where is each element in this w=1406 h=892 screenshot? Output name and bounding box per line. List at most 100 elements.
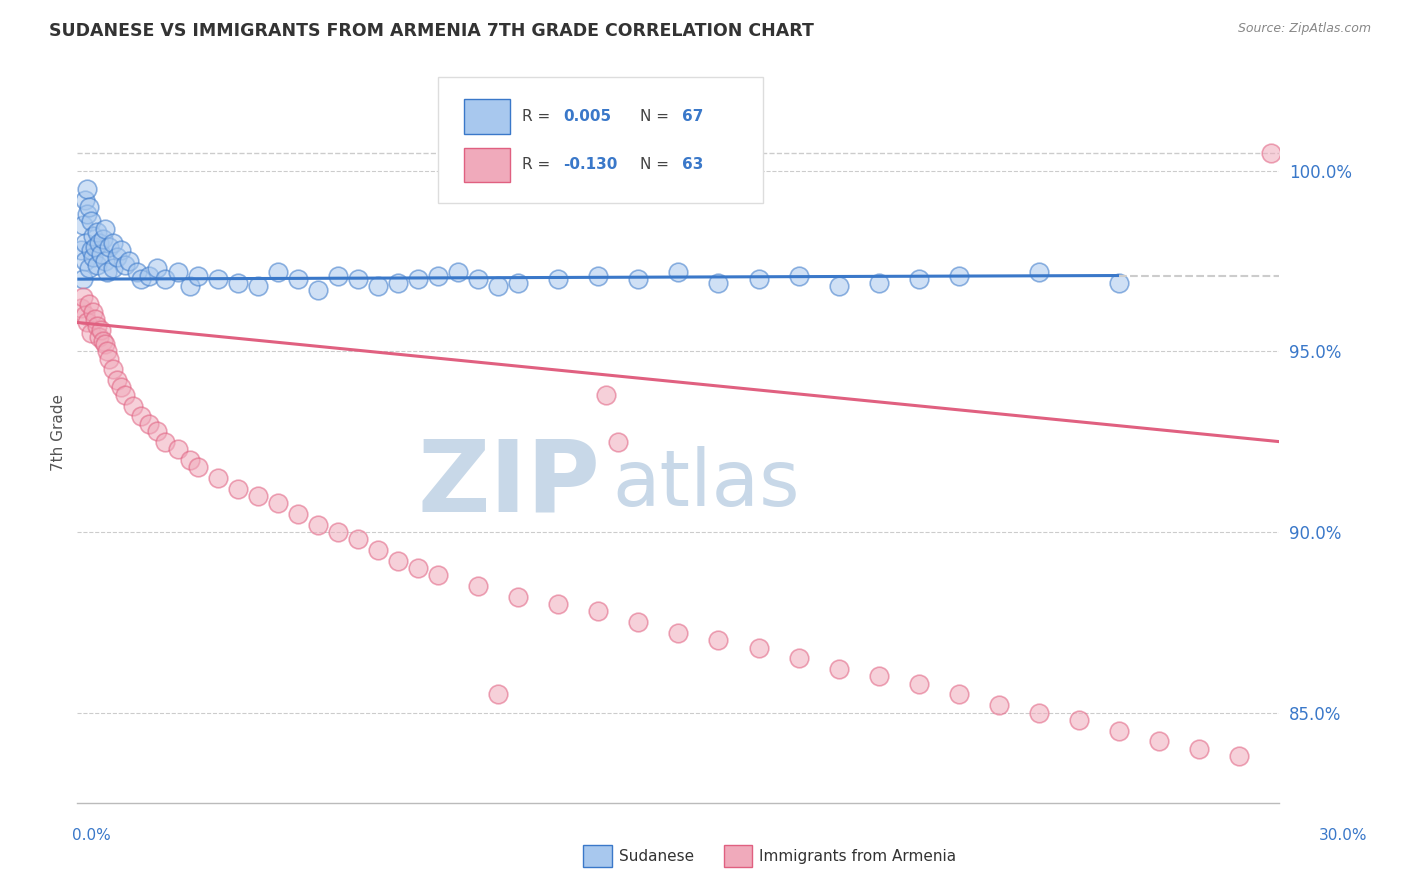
Point — [131, 409, 153, 424]
Point — [406, 272, 429, 286]
Point — [79, 297, 101, 311]
Point — [76, 182, 98, 196]
Point — [748, 640, 770, 655]
Point — [96, 344, 118, 359]
Point — [86, 319, 108, 334]
Point — [94, 254, 117, 268]
Point — [346, 532, 368, 546]
Point — [155, 272, 177, 286]
Point — [186, 459, 209, 474]
Point — [246, 489, 269, 503]
Text: Source: ZipAtlas.com: Source: ZipAtlas.com — [1237, 22, 1371, 36]
Point — [98, 239, 121, 253]
Point — [707, 276, 730, 290]
Point — [1028, 265, 1050, 279]
Point — [508, 276, 530, 290]
Point — [387, 554, 409, 568]
Point — [86, 225, 108, 239]
Point — [90, 323, 112, 337]
Point — [1188, 741, 1211, 756]
Point — [346, 272, 368, 286]
Point — [146, 424, 169, 438]
Point — [486, 279, 509, 293]
FancyBboxPatch shape — [464, 99, 510, 135]
Point — [427, 268, 450, 283]
Point — [948, 268, 970, 283]
Point — [94, 221, 117, 235]
Point — [595, 387, 617, 401]
Text: 0.005: 0.005 — [562, 109, 612, 124]
Point — [103, 235, 125, 250]
Text: 30.0%: 30.0% — [1319, 829, 1367, 843]
Point — [75, 235, 97, 250]
Point — [70, 301, 93, 315]
Point — [828, 662, 851, 676]
Point — [75, 254, 97, 268]
Point — [82, 228, 104, 243]
Text: Immigrants from Armenia: Immigrants from Armenia — [759, 849, 956, 863]
Point — [138, 417, 160, 431]
Point — [82, 304, 104, 318]
Text: atlas: atlas — [612, 446, 800, 523]
Point — [166, 442, 188, 456]
Point — [72, 272, 94, 286]
Point — [179, 452, 201, 467]
Point — [93, 334, 115, 348]
Text: SUDANESE VS IMMIGRANTS FROM ARMENIA 7TH GRADE CORRELATION CHART: SUDANESE VS IMMIGRANTS FROM ARMENIA 7TH … — [49, 22, 814, 40]
Point — [127, 265, 149, 279]
Point — [267, 496, 290, 510]
Point — [79, 200, 101, 214]
Point — [122, 399, 145, 413]
Point — [84, 311, 107, 326]
Point — [179, 279, 201, 293]
Text: N =: N = — [640, 109, 673, 124]
Point — [146, 261, 169, 276]
FancyBboxPatch shape — [439, 78, 762, 203]
Point — [707, 633, 730, 648]
Y-axis label: 7th Grade: 7th Grade — [51, 394, 66, 471]
Point — [70, 244, 93, 258]
Point — [89, 235, 111, 250]
Point — [748, 272, 770, 286]
Point — [89, 330, 111, 344]
Point — [467, 579, 489, 593]
Point — [988, 698, 1011, 713]
Point — [1069, 713, 1091, 727]
Point — [467, 272, 489, 286]
Text: 63: 63 — [682, 157, 703, 172]
Point — [246, 279, 269, 293]
Point — [207, 272, 229, 286]
Point — [131, 272, 153, 286]
Point — [427, 568, 450, 582]
Point — [75, 308, 97, 322]
Point — [908, 676, 931, 690]
Text: ZIP: ZIP — [418, 436, 600, 533]
Point — [367, 279, 389, 293]
Point — [1149, 734, 1171, 748]
Point — [627, 272, 650, 286]
Point — [155, 434, 177, 449]
Point — [114, 387, 136, 401]
Point — [787, 268, 810, 283]
Point — [103, 362, 125, 376]
Point — [226, 276, 249, 290]
Point — [93, 232, 115, 246]
Text: 67: 67 — [682, 109, 703, 124]
Point — [107, 373, 129, 387]
Point — [86, 258, 108, 272]
Point — [79, 261, 101, 276]
Text: R =: R = — [522, 157, 555, 172]
Point — [668, 265, 690, 279]
Point — [72, 290, 94, 304]
Point — [96, 265, 118, 279]
Point — [287, 272, 309, 286]
Point — [828, 279, 851, 293]
Point — [76, 207, 98, 221]
Point — [107, 251, 129, 265]
Point — [547, 272, 569, 286]
Text: -0.130: -0.130 — [562, 157, 617, 172]
Point — [307, 283, 329, 297]
Point — [114, 258, 136, 272]
Text: N =: N = — [640, 157, 673, 172]
Point — [98, 351, 121, 366]
